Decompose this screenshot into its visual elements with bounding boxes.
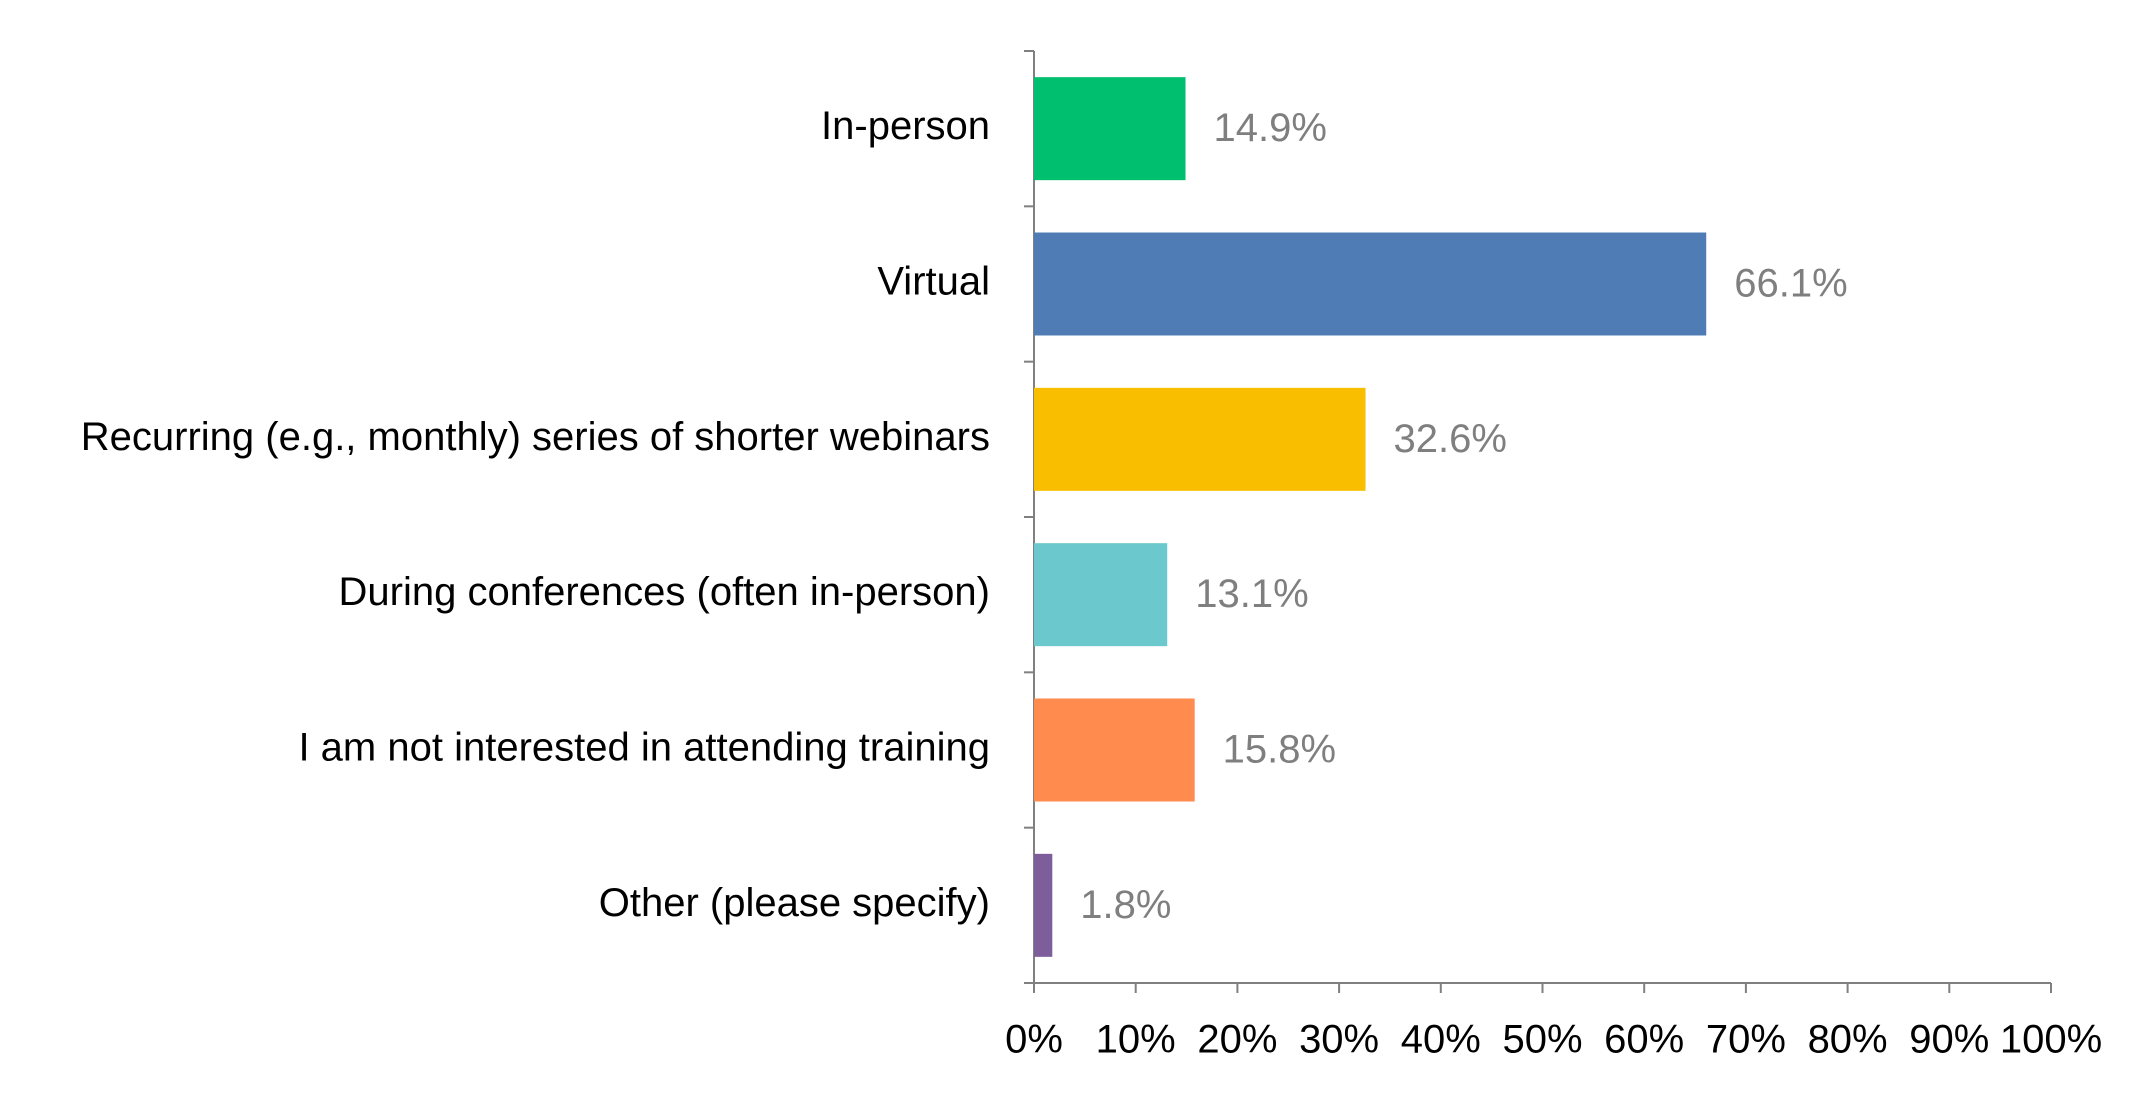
bar (1034, 543, 1168, 647)
x-tick-label: 10% (1096, 1018, 1176, 1062)
x-tick-label: 100% (2000, 1018, 2102, 1062)
x-tick-label: 40% (1401, 1018, 1481, 1062)
x-tick-label: 50% (1502, 1018, 1582, 1062)
value-label: 13.1% (1195, 572, 1308, 616)
y-tick-label: Recurring (e.g., monthly) series of shor… (81, 415, 990, 459)
value-label: 14.9% (1214, 106, 1327, 150)
x-tick-label: 20% (1197, 1018, 1277, 1062)
x-tick-label: 30% (1299, 1018, 1379, 1062)
y-tick-label: Other (please specify) (599, 881, 990, 925)
bar (1034, 232, 1707, 336)
y-tick-label: During conferences (often in-person) (339, 570, 990, 614)
bar (1034, 853, 1053, 957)
value-label: 32.6% (1394, 417, 1507, 461)
y-tick-label: Virtual (877, 260, 990, 304)
value-label: 1.8% (1080, 883, 1171, 927)
x-tick-label: 80% (1808, 1018, 1888, 1062)
x-tick-label: 90% (1909, 1018, 1989, 1062)
value-label: 66.1% (1734, 262, 1847, 306)
x-tick-label: 70% (1706, 1018, 1786, 1062)
bar (1034, 77, 1186, 181)
y-tick-label: I am not interested in attending trainin… (298, 726, 990, 770)
bar (1034, 387, 1366, 491)
x-tick-label: 60% (1604, 1018, 1684, 1062)
value-label: 15.8% (1223, 728, 1336, 772)
x-tick-label: 0% (1005, 1018, 1063, 1062)
y-tick-label: In-person (821, 104, 990, 148)
bar (1034, 698, 1195, 802)
